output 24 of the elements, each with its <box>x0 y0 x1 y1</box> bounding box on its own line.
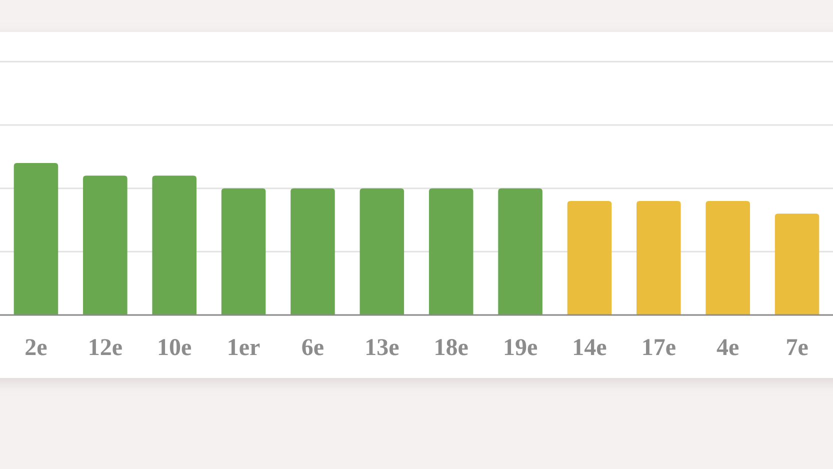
x-tick-label: 18e <box>434 335 469 361</box>
bar <box>567 201 612 315</box>
x-tick-label: 10e <box>157 335 192 361</box>
x-tick-label: 7e <box>786 335 809 361</box>
bar <box>498 188 542 315</box>
bar <box>83 176 128 315</box>
bar <box>221 188 266 315</box>
x-tick-label: 2e <box>24 335 48 361</box>
x-tick-label: 4e <box>716 335 740 361</box>
x-tick-label: 6e <box>301 335 324 361</box>
bar <box>290 188 335 315</box>
bar <box>152 176 196 315</box>
x-tick-label: 13e <box>364 335 400 361</box>
bar <box>360 188 404 315</box>
bar <box>14 163 58 315</box>
x-tick-label: 1er <box>226 335 261 361</box>
bar <box>706 201 750 315</box>
bar <box>636 201 681 315</box>
x-tick-label: 19e <box>502 335 538 361</box>
bar <box>428 188 474 315</box>
x-tick-label: 17e <box>641 335 676 361</box>
x-tick-label: 14e <box>572 335 608 361</box>
x-tick-label: 12e <box>88 335 123 361</box>
bar <box>774 214 820 315</box>
